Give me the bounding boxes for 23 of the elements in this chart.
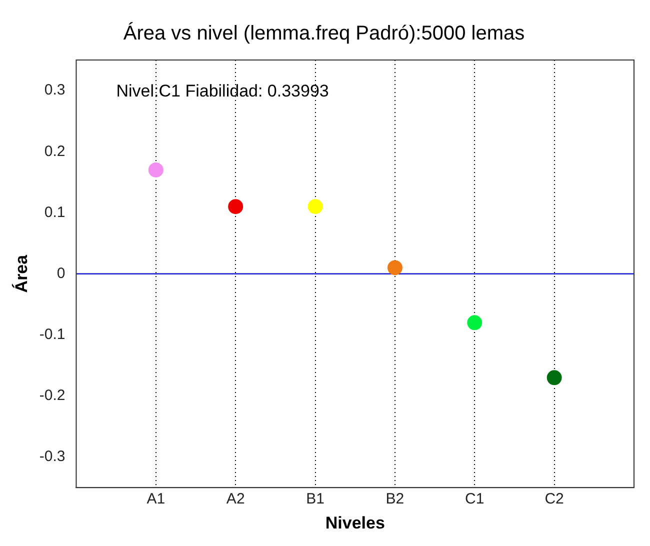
- y-tick-label: 0.1: [44, 204, 66, 221]
- x-tick-label: B2: [386, 490, 404, 508]
- point: [148, 162, 164, 178]
- x-axis-title: Niveles: [325, 513, 385, 532]
- annotation: Nivel:C1 Fiabilidad: 0.33993: [116, 82, 329, 101]
- y-tick-label: 0: [56, 264, 66, 282]
- x-tick-label: C1: [465, 490, 484, 508]
- y-tick-label: 0.2: [44, 142, 66, 160]
- y-tick-label: -0.3: [39, 448, 66, 466]
- y-tick-label: -0.1: [39, 326, 66, 344]
- point: [467, 315, 482, 330]
- point: [228, 199, 244, 214]
- x-tick-label: B1: [306, 490, 324, 508]
- y-tick-label: 0.3: [44, 82, 66, 99]
- point: [308, 199, 323, 214]
- x-tick-label: A2: [226, 490, 245, 508]
- x-tick-label: A1: [146, 490, 166, 508]
- x-tick-label: C2: [544, 490, 564, 508]
- y-tick-label: -0.2: [39, 387, 66, 404]
- point: [387, 260, 402, 276]
- y-axis-title: Área: [10, 254, 31, 293]
- point: [546, 370, 562, 386]
- chart-title: Área vs nivel (lemma.freq Padró):5000 lemas: [123, 22, 525, 45]
